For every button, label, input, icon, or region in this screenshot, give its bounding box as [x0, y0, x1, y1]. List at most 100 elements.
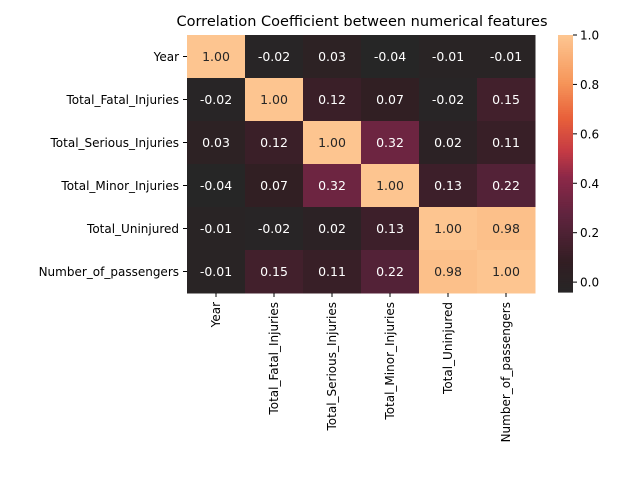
colorbar-segment [558, 154, 573, 158]
colorbar-segment [558, 152, 573, 156]
y-tick-label: Year [153, 50, 179, 64]
heatmap-cell [477, 78, 536, 122]
cell-value-label: 0.02 [434, 135, 462, 150]
colorbar-segment [558, 182, 573, 186]
heatmap-cell [419, 121, 478, 165]
colorbar-segment [558, 257, 573, 261]
colorbar-segment [558, 229, 573, 233]
colorbar-segment [558, 35, 573, 38]
colorbar-segment [558, 124, 573, 128]
colorbar-segment [558, 135, 573, 139]
colorbar-segment [558, 90, 573, 94]
colorbar-segment [558, 167, 573, 171]
colorbar-segment [558, 97, 573, 100]
heatmap-cell [477, 35, 536, 79]
colorbar-segment [558, 86, 573, 90]
colorbar-segment [558, 60, 573, 64]
heatmap-cell [245, 250, 304, 294]
heatmap-cell [303, 207, 362, 251]
cell-value-label: -0.01 [490, 49, 522, 64]
colorbar-segment [558, 234, 573, 237]
colorbar-segment [558, 146, 573, 150]
x-axis: Year Total_Fatal_Injuries Total_Serious_In… [209, 293, 513, 442]
colorbar-segment [558, 43, 573, 47]
colorbar-segment [558, 193, 573, 197]
colorbar-segment [558, 77, 573, 81]
colorbar-segment [558, 137, 573, 141]
cell-value-label: 0.02 [318, 221, 346, 236]
cell-value-label: -0.02 [200, 92, 232, 107]
colorbar-segment [558, 195, 573, 199]
colorbar-segment [558, 56, 573, 60]
colorbar-segment [558, 287, 573, 291]
colorbar-segment [558, 223, 573, 227]
colorbar-segment [558, 73, 573, 77]
colorbar-segment [558, 174, 573, 177]
cell-value-label: 0.07 [260, 178, 288, 193]
colorbar-segment [558, 227, 573, 231]
heatmap-cell [419, 164, 478, 208]
cell-value-label: -0.02 [432, 92, 464, 107]
heatmap-cell [187, 250, 246, 294]
colorbar-segment [558, 157, 573, 160]
heatmap-cell [303, 250, 362, 294]
cell-value-label: -0.01 [200, 221, 232, 236]
y-tick-label: Total_Fatal_Injuries [65, 93, 179, 107]
colorbar-segment [558, 277, 573, 280]
colorbar-segment [558, 283, 573, 287]
colorbar-segment [558, 189, 573, 192]
heatmap-cell [419, 250, 478, 294]
y-axis: Year Total_Fatal_Injuries Total_Serious_In… [39, 50, 187, 279]
cell-value-label: 1.00 [434, 221, 462, 236]
cell-value-label: 0.11 [318, 264, 346, 279]
colorbar-segment [558, 114, 573, 117]
heatmap-cell [187, 164, 246, 208]
colorbar-segment [558, 253, 573, 257]
colorbar-segment [558, 64, 573, 68]
heatmap-cells [187, 35, 536, 294]
colorbar-segment [558, 169, 573, 173]
colorbar-segment [558, 92, 573, 96]
colorbar-segment [558, 274, 573, 278]
heatmap-cell [245, 164, 304, 208]
colorbar-segment [558, 84, 573, 87]
cell-value-label: 0.22 [492, 178, 520, 193]
heatmap-cell [187, 35, 246, 79]
x-tick-label: Number_of_passengers [499, 302, 513, 442]
cell-value-label: -0.01 [200, 264, 232, 279]
heatmap-cell-labels: 1.00 -0.02 0.03 -0.04 -0.01 -0.01 -0.02 1.00 0.1… [200, 49, 522, 279]
colorbar-segment [558, 268, 573, 272]
colorbar-segment [558, 39, 573, 43]
colorbar-segment [558, 176, 573, 180]
cell-value-label: 0.03 [318, 49, 346, 64]
colorbar-segment [558, 54, 573, 58]
colorbar-segment [558, 101, 573, 105]
heatmap-cell [187, 207, 246, 251]
heatmap-cell [361, 121, 420, 165]
heatmap-cell [303, 35, 362, 79]
heatmap-cell [419, 207, 478, 251]
colorbar-segment [558, 210, 573, 214]
colorbar-segment [558, 204, 573, 207]
cell-value-label: 0.07 [376, 92, 404, 107]
colorbar-segment [558, 144, 573, 147]
heatmap-cell [245, 207, 304, 251]
cell-value-label: -0.02 [258, 221, 290, 236]
colorbar-segment [558, 67, 573, 70]
colorbar-segment [558, 264, 573, 267]
colorbar-segment [558, 251, 573, 255]
cell-value-label: 0.13 [376, 221, 404, 236]
colorbar-segment [558, 187, 573, 190]
colorbar-segment [558, 266, 573, 270]
colorbar-segment [558, 236, 573, 240]
colorbar-segment [558, 180, 573, 184]
colorbar-segment [558, 41, 573, 45]
colorbar-segment [558, 139, 573, 143]
colorbar-segment [558, 47, 573, 51]
heatmap-cell [303, 164, 362, 208]
x-tick-label: Total_Serious_Injuries [325, 302, 339, 431]
cell-value-label: -0.04 [374, 49, 406, 64]
colorbar-segment [558, 148, 573, 152]
cell-value-label: 0.98 [492, 221, 520, 236]
colorbar-segment [558, 159, 573, 162]
